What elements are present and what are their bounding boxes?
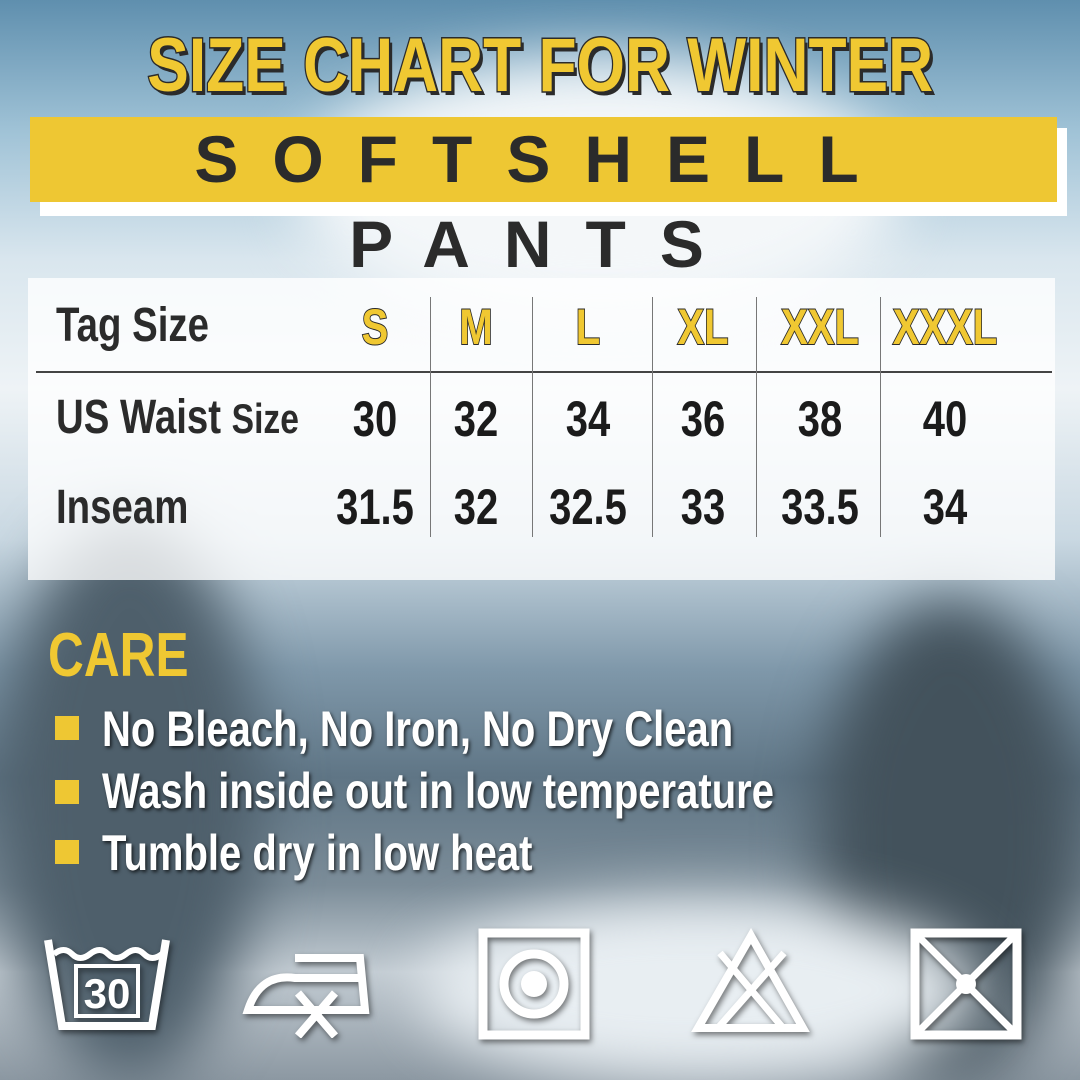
table-cell: 31.5: [336, 479, 414, 535]
no-iron-icon: [242, 954, 370, 1038]
wash-30-icon: 30: [44, 939, 170, 1030]
header-label: Tag Size: [56, 299, 209, 352]
row-label-small: Size: [231, 395, 299, 442]
tumble-dry-icon: [478, 928, 590, 1040]
bullet-icon: [55, 780, 79, 804]
table-cell: 32.5: [549, 479, 627, 535]
care-item: Tumble dry in low heat: [102, 825, 533, 881]
table-cell: 32: [453, 479, 499, 535]
row-label-inseam: Inseam: [56, 481, 189, 534]
column-divider: [532, 297, 533, 537]
column-divider: [430, 297, 431, 537]
size-header-xxl: XXL: [780, 298, 859, 356]
care-item: No Bleach, No Iron, No Dry Clean: [102, 701, 734, 757]
column-divider: [652, 297, 653, 537]
table-cell: 38: [797, 391, 843, 447]
table-divider: [36, 371, 1052, 373]
size-header-m: M: [459, 298, 494, 356]
table-cell: 32: [453, 391, 499, 447]
bullet-icon: [55, 840, 79, 864]
care-heading: CARE: [48, 621, 189, 690]
background-forest-left: [0, 520, 260, 1080]
no-dry-clean-icon: [910, 928, 1022, 1040]
table-cell: 30: [352, 391, 398, 447]
size-header-xl: XL: [677, 298, 730, 356]
subtitle-band: SOFTSHELL PANTS: [30, 117, 1057, 281]
row-label-main: US Waist: [56, 391, 221, 444]
size-header-l: L: [575, 298, 601, 356]
table-cell: 33.5: [781, 479, 859, 535]
subtitle: SOFTSHELL PANTS: [194, 122, 893, 281]
size-table: [28, 278, 1055, 580]
bullet-icon: [55, 716, 79, 740]
table-cell: 36: [680, 391, 726, 447]
title: SIZE CHART FOR WINTER: [146, 22, 934, 110]
table-cell: 34: [565, 391, 611, 447]
size-header-xxxl: XXXL: [892, 298, 998, 356]
column-divider: [756, 297, 757, 537]
row-label-waist: US Waist Size: [56, 390, 299, 445]
size-header-s: S: [361, 298, 389, 356]
no-bleach-icon: [691, 928, 810, 1032]
table-cell: 40: [922, 391, 968, 447]
wash-temperature-label: 30: [84, 970, 131, 1017]
table-cell: 33: [680, 479, 726, 535]
column-divider: [880, 297, 881, 537]
table-cell: 34: [922, 479, 968, 535]
care-item: Wash inside out in low temperature: [102, 763, 774, 819]
